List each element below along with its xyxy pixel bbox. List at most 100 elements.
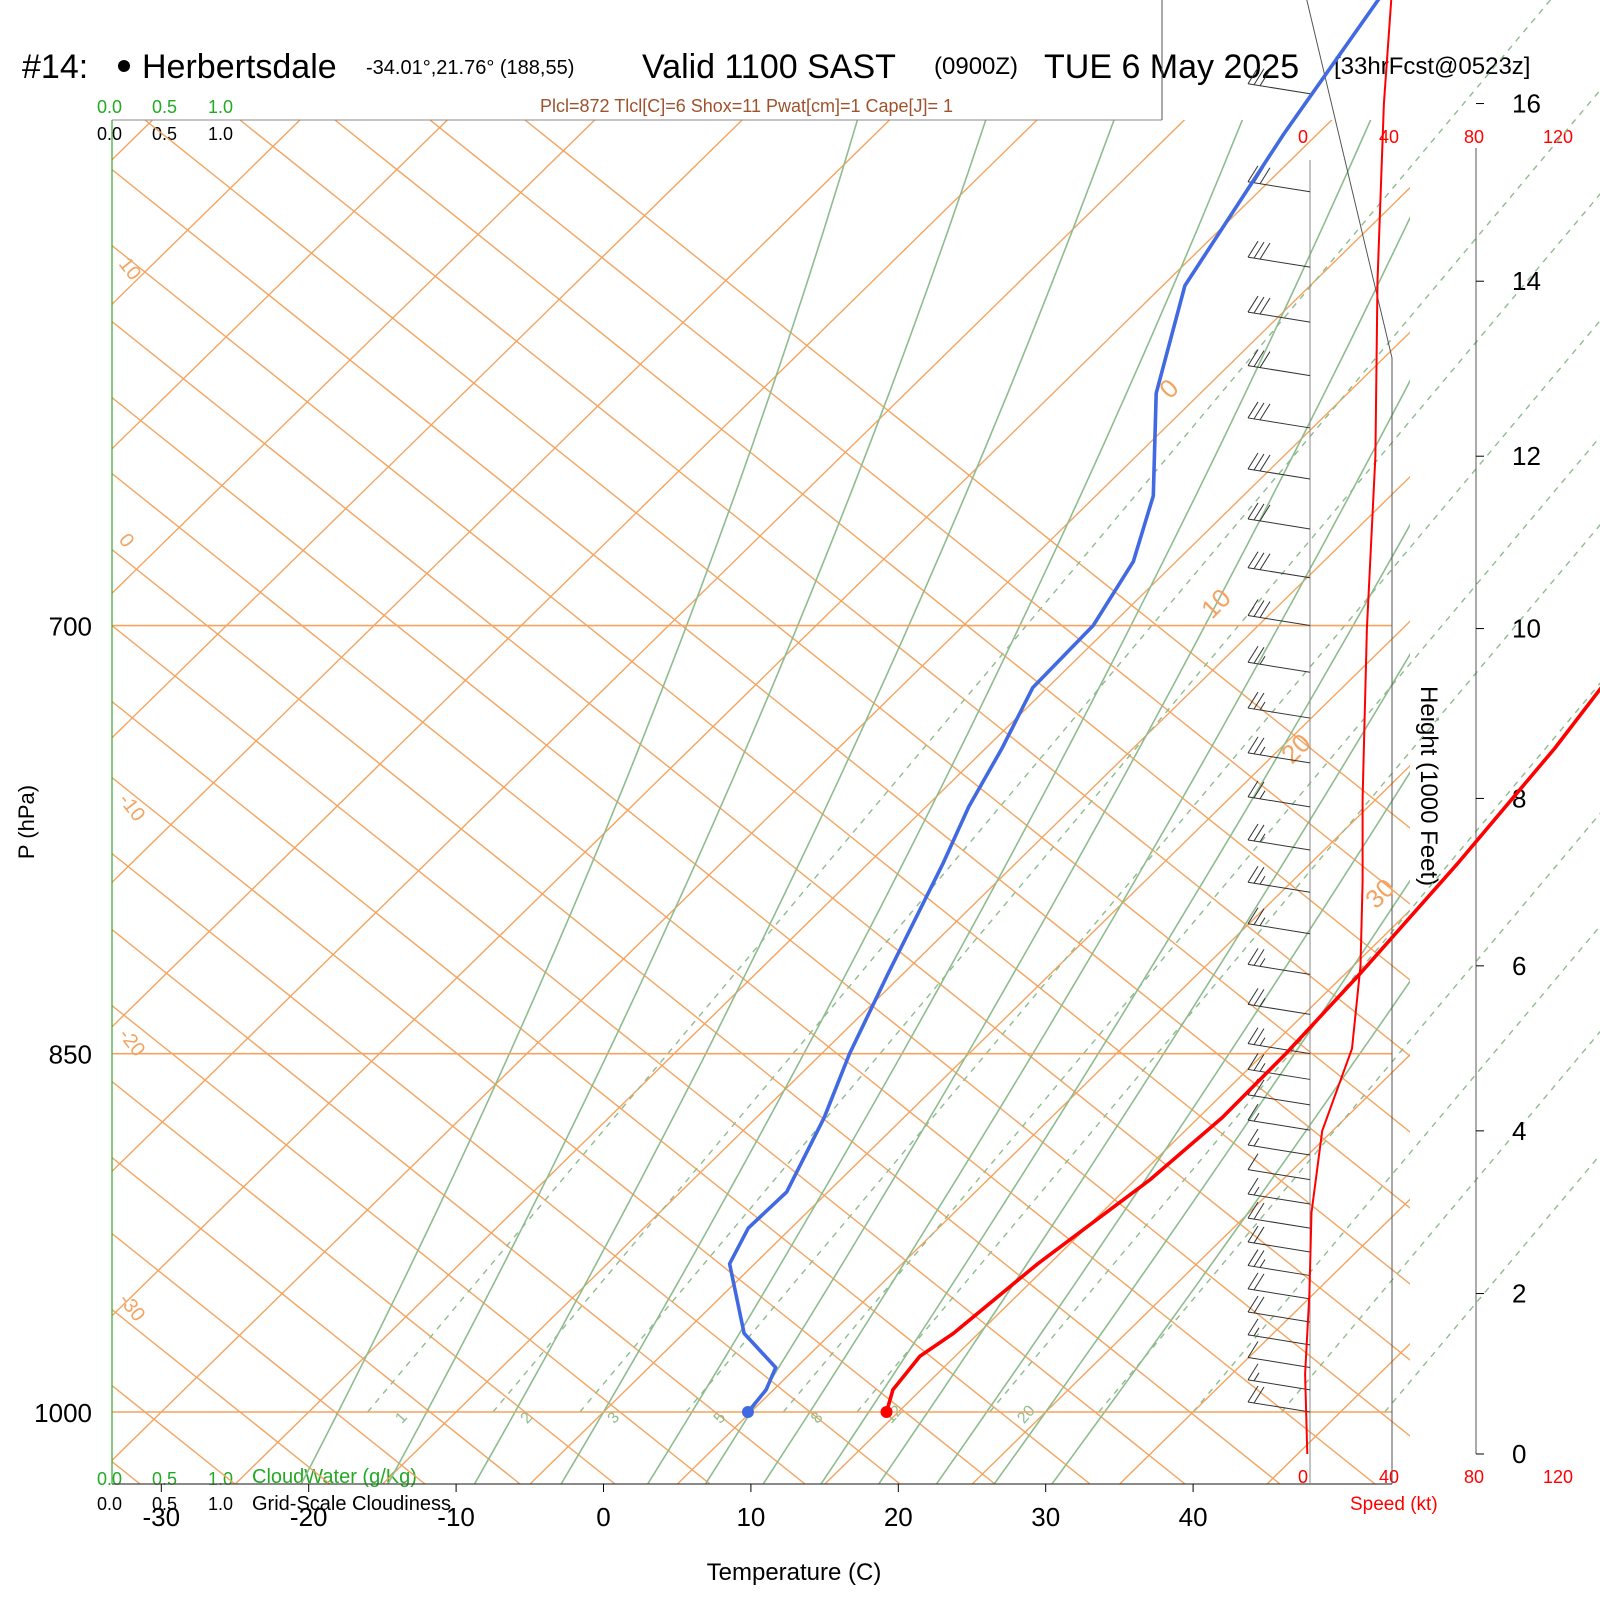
wind-barb — [1247, 452, 1311, 480]
wind-barb — [1247, 948, 1311, 975]
wind-barb-feather — [1247, 401, 1259, 419]
wind-barb — [1247, 1318, 1311, 1346]
speed-tick-bottom-0: 0 — [1298, 1467, 1308, 1487]
moist-adiabat-curve — [1050, 979, 1410, 1484]
pressure-tick-label: 700 — [49, 612, 92, 642]
wind-barb-half-feather — [1253, 1137, 1260, 1147]
sounding-profiles — [727, 0, 1600, 1418]
wind-barb-feather — [1247, 1128, 1259, 1146]
moist-adiabat-curve — [877, 652, 1410, 1484]
wind-barb — [1247, 736, 1311, 764]
forecast-info: [33hrFcst@0523z] — [1334, 53, 1530, 80]
wind-barb-half-feather — [1253, 1327, 1260, 1337]
dry-adiabat-line — [112, 776, 996, 1484]
isotherm-line — [112, 120, 891, 884]
wind-barb-feather — [1247, 1272, 1259, 1290]
wind-barb-feather — [1253, 908, 1265, 925]
isotherm-line — [823, 909, 1410, 1484]
wind-barb — [1247, 1295, 1311, 1323]
dry-adiabat-line — [112, 396, 1410, 1437]
wind-barb-feather — [1247, 736, 1259, 754]
wind-barb-feather — [1253, 949, 1265, 966]
wind-barb-half-feather — [1259, 1063, 1266, 1072]
isotherm-line — [1378, 0, 1600, 1520]
dry-adiabat-line — [112, 1232, 426, 1484]
x-axis-label: Temperature (C) — [707, 1559, 882, 1586]
wind-barb-staff — [1247, 311, 1311, 323]
wind-barb — [1247, 865, 1311, 893]
isotherm-line — [112, 120, 1186, 1173]
wind-barb-feather — [1259, 69, 1271, 86]
cloudiness-tick-top-0: 0.0 — [97, 124, 122, 144]
mixing-ratio-line — [1098, 812, 1600, 1413]
wind-barb-half-feather — [1259, 1037, 1266, 1046]
wind-barb-staff — [1247, 365, 1311, 377]
wind-barb-feather — [1253, 1028, 1265, 1045]
dry-adiabat-line — [112, 320, 1410, 1361]
wind-barb-feather — [1253, 350, 1265, 367]
isotherm-line — [112, 120, 154, 161]
wind-barb-feather — [1247, 1225, 1259, 1243]
dry-adiabat-line — [112, 548, 1281, 1484]
wind-barb-feather — [1247, 1053, 1259, 1070]
wind-barb-feather — [1259, 297, 1271, 315]
wind-barb-feather — [1253, 824, 1265, 842]
isotherm-label: 10 — [1195, 583, 1237, 625]
height-tick-label: 10 — [1512, 614, 1541, 644]
wind-barb-feather — [1259, 454, 1271, 472]
wind-barb-staff — [1247, 1119, 1311, 1131]
wind-barb-feather — [1253, 1079, 1265, 1097]
zulu-time: (0900Z) — [934, 53, 1018, 80]
wind-barb-staff — [1247, 1356, 1311, 1368]
wind-barb-feather — [1247, 988, 1259, 1005]
wind-barb-feather — [1253, 503, 1265, 521]
wind-barb-feather — [1259, 504, 1271, 522]
wind-barb-staff — [1247, 1094, 1311, 1106]
wind-barb — [1247, 1341, 1311, 1368]
wind-barb — [1247, 1128, 1311, 1156]
wind-barb-staff — [1247, 1288, 1311, 1300]
wind-barb-staff — [1247, 518, 1311, 530]
wind-barb-staff — [1247, 1169, 1311, 1181]
wind-barb-feather — [1247, 502, 1259, 520]
cloudwater-tick-bottom-1: 0.5 — [152, 1469, 177, 1489]
speed-tick-top-2: 80 — [1464, 127, 1484, 147]
isotherm-line — [529, 620, 1410, 1484]
wind-barb-feather — [1247, 948, 1259, 965]
wind-barb-staff — [1247, 881, 1311, 893]
wind-barb — [1247, 1027, 1311, 1055]
speed-tick-bottom-3: 120 — [1543, 1467, 1573, 1487]
wind-barb-feather — [1247, 865, 1259, 883]
height-tick-label: 4 — [1512, 1116, 1526, 1146]
wind-barb-staff — [1247, 707, 1311, 719]
station-marker-icon — [118, 60, 130, 72]
wind-barb — [1247, 401, 1311, 429]
mixing-ratio-line — [782, 435, 1600, 1413]
wind-barb-feather — [1247, 1318, 1259, 1336]
wind-barb-feather — [1253, 402, 1265, 420]
moist-adiabats — [300, 120, 1410, 1484]
moist-adiabat-curve — [473, 120, 1115, 1484]
wind-barb-feather — [1247, 907, 1259, 924]
wind-barb-feather — [1259, 403, 1271, 421]
wind-barb-feather — [1259, 242, 1271, 260]
station-coords: -34.01°,21.76° (188,55) — [366, 57, 574, 79]
wind-barb-staff — [1247, 1311, 1311, 1323]
cloudiness-tick-bottom-0: 0.0 — [97, 1494, 122, 1514]
isotherm-lines — [112, 0, 1600, 1520]
wind-barb-feather — [1247, 67, 1259, 85]
cloudwater-tick-top-2: 1.0 — [208, 97, 233, 117]
wind-barb-feather — [1253, 1273, 1265, 1291]
wind-barb-half-feather — [1259, 998, 1266, 1007]
wind-barb — [1247, 1249, 1311, 1277]
wind-barb-staff — [1247, 256, 1311, 268]
wind-barb-feather — [1247, 1153, 1259, 1170]
isotherm-label: -30 — [114, 1290, 149, 1326]
wind-barb-feather — [1253, 646, 1265, 664]
wind-barb-feather — [1253, 296, 1265, 314]
mixing-ratio-line — [856, 523, 1600, 1413]
wind-barb-staff — [1247, 181, 1311, 193]
moist-adiabat-curve — [386, 120, 987, 1484]
speed-tick-top-0: 0 — [1298, 127, 1308, 147]
speed-tick-top-1: 40 — [1379, 127, 1399, 147]
